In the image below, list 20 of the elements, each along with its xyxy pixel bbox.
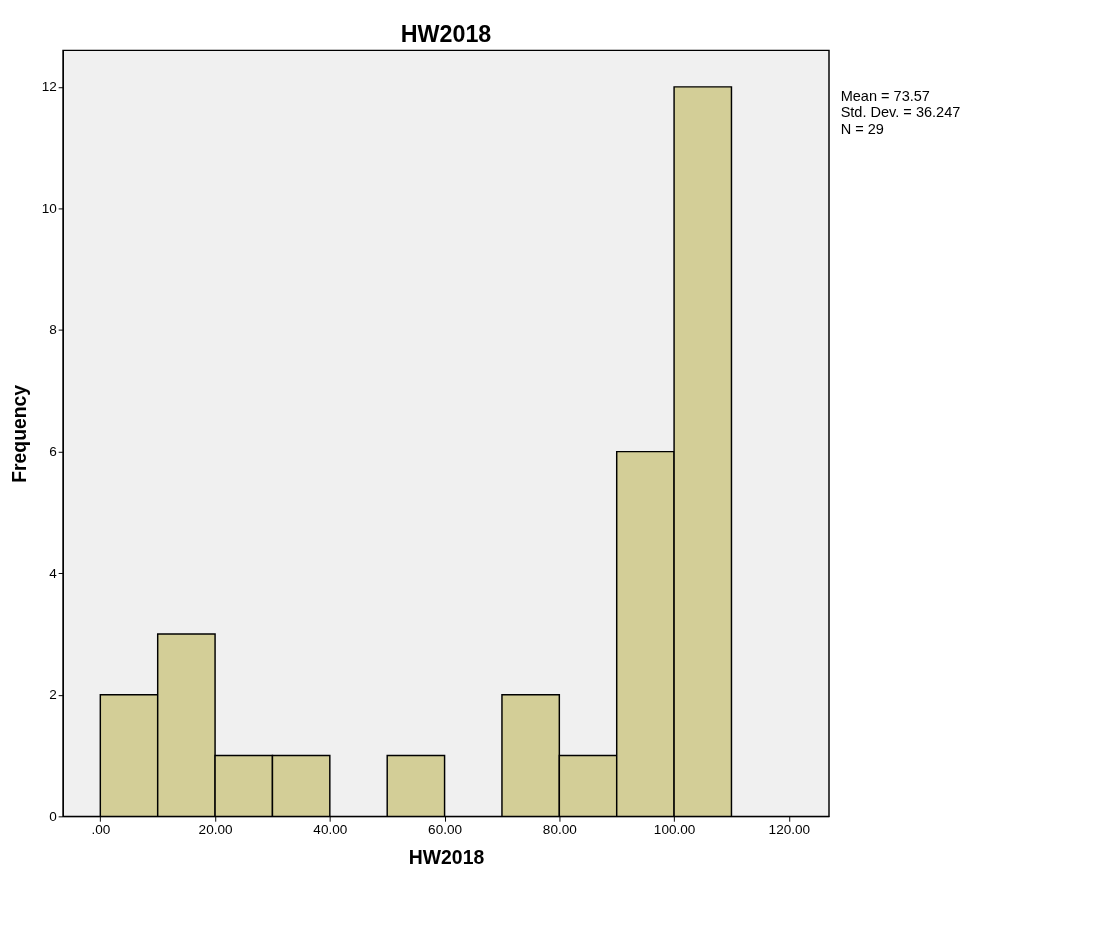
x-tick-label: 60.00 — [428, 822, 463, 838]
y-axis-title: Frequency — [8, 384, 31, 483]
y-tick-label: 8 — [49, 322, 57, 338]
y-tick-label: 2 — [49, 687, 57, 703]
x-tick-label: 120.00 — [768, 822, 811, 838]
x-tick-label: 80.00 — [542, 822, 578, 838]
x-tick-label: 40.00 — [313, 822, 348, 838]
x-tick-label: 20.00 — [198, 822, 233, 838]
y-tick-label: 4 — [49, 565, 58, 581]
y-tick-label: 12 — [41, 79, 57, 95]
text: Mean = 73.57 — [840, 87, 930, 104]
chart-title: HW2018 — [400, 20, 492, 47]
y-tick-label: 10 — [41, 200, 58, 216]
text: N = 29 — [840, 120, 884, 137]
text: Std. Dev. = 36.247 — [840, 104, 961, 121]
x-tick-label: 100.00 — [653, 822, 696, 838]
x-tick-label: .00 — [91, 822, 111, 838]
x-axis-title: HW2018 — [408, 846, 485, 869]
y-tick-label: 6 — [49, 443, 57, 459]
y-tick-label: 0 — [49, 808, 58, 824]
